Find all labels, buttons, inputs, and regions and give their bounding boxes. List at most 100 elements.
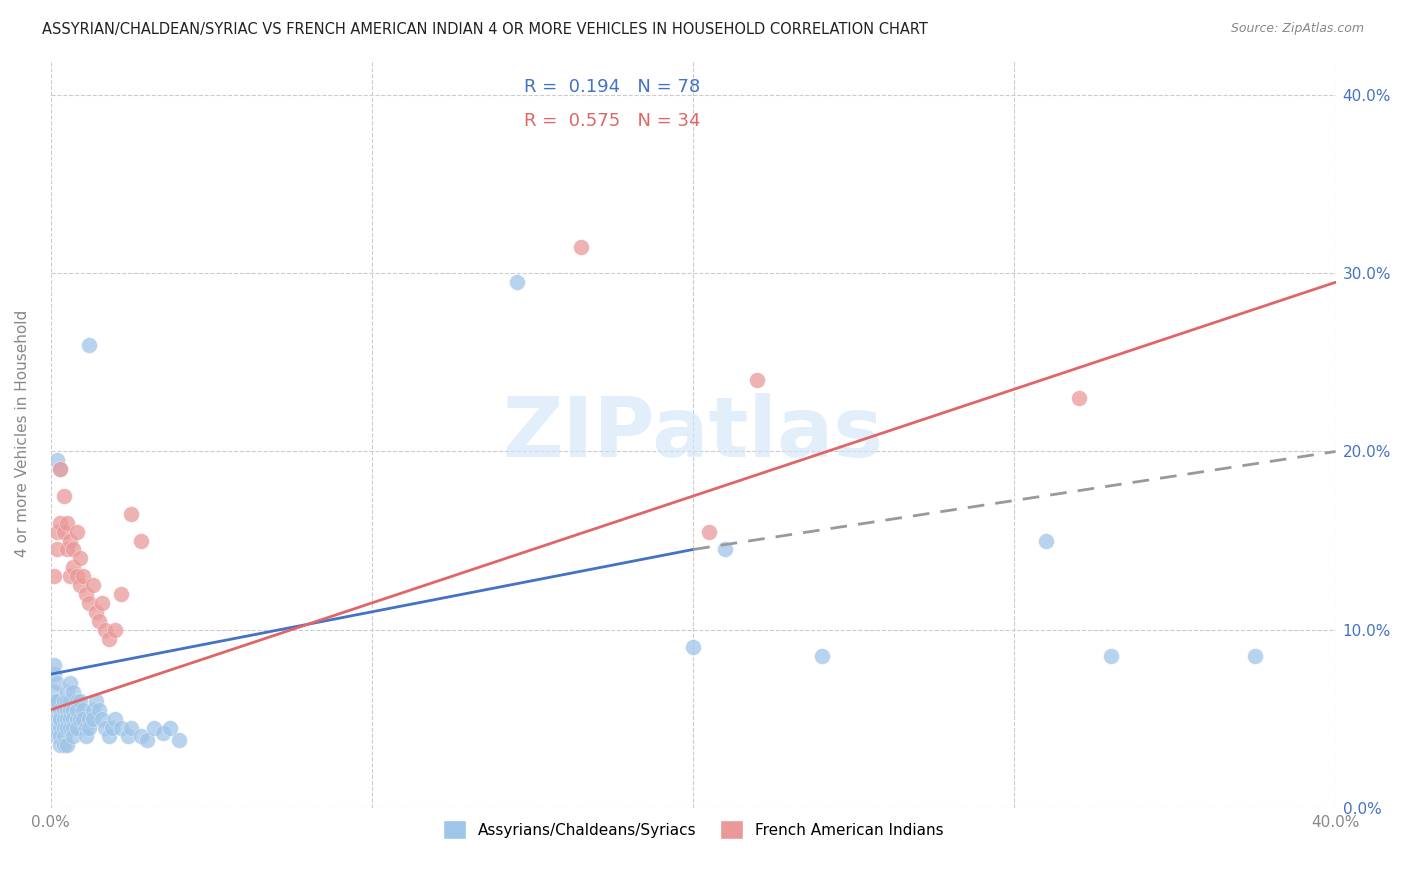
Point	[46, 542, 69, 557]
Point	[42, 685, 65, 699]
Point	[110, 721, 132, 735]
Point	[49, 721, 72, 735]
Legend: Assyrians/Chaldeans/Syriacs, French American Indians: Assyrians/Chaldeans/Syriacs, French Amer…	[437, 814, 949, 845]
Point	[62, 685, 84, 699]
Point	[65, 712, 87, 726]
Point	[129, 533, 152, 548]
Point	[59, 569, 82, 583]
Point	[142, 721, 165, 735]
Point	[72, 569, 94, 583]
Point	[97, 632, 120, 646]
Point	[56, 685, 79, 699]
Point	[69, 578, 91, 592]
Point	[75, 721, 97, 735]
Point	[169, 733, 191, 747]
Point	[75, 587, 97, 601]
Point	[52, 524, 75, 539]
Point	[91, 712, 114, 726]
Point	[79, 337, 101, 351]
Y-axis label: 4 or more Vehicles in Household: 4 or more Vehicles in Household	[15, 310, 30, 558]
Point	[104, 623, 127, 637]
Point	[46, 694, 69, 708]
Point	[129, 730, 152, 744]
Point	[1099, 649, 1122, 664]
Point	[46, 524, 69, 539]
Point	[110, 587, 132, 601]
Point	[136, 733, 159, 747]
Point	[91, 596, 114, 610]
Point	[52, 721, 75, 735]
Point	[52, 739, 75, 753]
Point	[59, 694, 82, 708]
Point	[56, 712, 79, 726]
Point	[682, 640, 704, 655]
Point	[97, 730, 120, 744]
Point	[94, 721, 117, 735]
Point	[49, 730, 72, 744]
Point	[72, 712, 94, 726]
Point	[56, 739, 79, 753]
Point	[120, 721, 142, 735]
Point	[505, 275, 527, 289]
Point	[52, 694, 75, 708]
Point	[52, 489, 75, 503]
Point	[46, 712, 69, 726]
Point	[59, 676, 82, 690]
Text: R =  0.575   N = 34: R = 0.575 N = 34	[523, 112, 700, 130]
Point	[104, 712, 127, 726]
Point	[49, 712, 72, 726]
Point	[49, 462, 72, 476]
Point	[62, 542, 84, 557]
Point	[49, 516, 72, 530]
Point	[49, 462, 72, 476]
Point	[82, 712, 104, 726]
Point	[46, 730, 69, 744]
Point	[59, 721, 82, 735]
Point	[56, 542, 79, 557]
Point	[59, 533, 82, 548]
Point	[62, 712, 84, 726]
Point	[69, 551, 91, 566]
Point	[72, 703, 94, 717]
Point	[49, 739, 72, 753]
Point	[62, 721, 84, 735]
Text: ASSYRIAN/CHALDEAN/SYRIAC VS FRENCH AMERICAN INDIAN 4 OR MORE VEHICLES IN HOUSEHO: ASSYRIAN/CHALDEAN/SYRIAC VS FRENCH AMERI…	[42, 22, 928, 37]
Point	[62, 703, 84, 717]
Text: Source: ZipAtlas.com: Source: ZipAtlas.com	[1230, 22, 1364, 36]
Point	[75, 730, 97, 744]
Point	[120, 507, 142, 521]
Point	[1035, 533, 1057, 548]
Point	[56, 694, 79, 708]
Point	[46, 721, 69, 735]
Point	[117, 730, 139, 744]
Point	[56, 703, 79, 717]
Point	[87, 703, 110, 717]
Point	[42, 694, 65, 708]
Point	[42, 658, 65, 673]
Point	[42, 569, 65, 583]
Point	[65, 703, 87, 717]
Point	[714, 542, 737, 557]
Point	[59, 703, 82, 717]
Point	[84, 694, 107, 708]
Point	[56, 516, 79, 530]
Point	[94, 623, 117, 637]
Point	[49, 712, 72, 726]
Point	[49, 703, 72, 717]
Point	[569, 239, 592, 253]
Text: ZIPatlas: ZIPatlas	[503, 393, 884, 475]
Point	[810, 649, 832, 664]
Point	[59, 712, 82, 726]
Point	[42, 667, 65, 681]
Point	[79, 721, 101, 735]
Point	[52, 712, 75, 726]
Point	[65, 524, 87, 539]
Point	[1067, 391, 1090, 405]
Point	[69, 712, 91, 726]
Point	[101, 721, 124, 735]
Point	[84, 605, 107, 619]
Point	[82, 703, 104, 717]
Point	[69, 694, 91, 708]
Point	[52, 703, 75, 717]
Point	[697, 524, 720, 539]
